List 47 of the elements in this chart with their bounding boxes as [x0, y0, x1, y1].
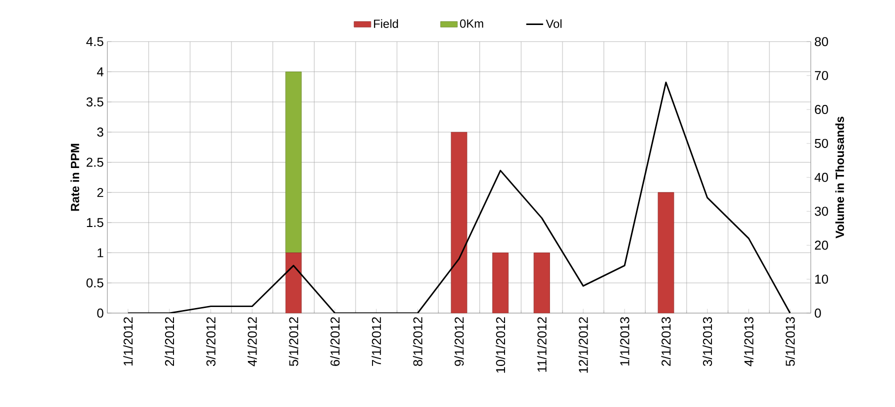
x-tick-label: 10/1/2012 — [496, 317, 506, 373]
x-tick-label: 1/1/2012 — [123, 317, 133, 366]
x-tick-label: 7/1/2012 — [372, 317, 381, 366]
y-axis-title: Rate in PPM — [70, 144, 80, 211]
legend-label: Field — [374, 19, 398, 28]
y-tick-label: 2.5 — [86, 158, 104, 167]
y2-tick-label: 0 — [814, 308, 821, 318]
x-tick-label: 4/1/2012 — [247, 317, 257, 366]
bar — [450, 132, 468, 313]
y-tick-label: 4.5 — [86, 37, 104, 46]
y-tick-label: 0.5 — [86, 278, 104, 288]
y-tick-label: 2 — [97, 188, 104, 197]
y-tick-label: 1 — [98, 248, 104, 258]
x-tick-label: 2/1/2012 — [164, 317, 174, 366]
y2-tick-label: 80 — [814, 36, 828, 46]
y-tick-label: 3 — [97, 127, 104, 137]
x-tick-label: 9/1/2012 — [454, 317, 464, 366]
y2-tick-label: 60 — [814, 104, 828, 114]
x-tick-label: 5/1/2013 — [785, 317, 795, 366]
y-tick-label: 3.5 — [86, 97, 104, 106]
x-tick-label: 5/1/2012 — [288, 317, 298, 366]
bar — [492, 252, 509, 313]
legend-label: Vol — [546, 19, 562, 28]
bar — [658, 192, 674, 313]
x-tick-label: 6/1/2012 — [330, 317, 340, 366]
y2-tick-label: 10 — [815, 274, 828, 284]
x-tick-label: 1/1/2013 — [620, 317, 630, 366]
y-tick-label: 0 — [97, 308, 104, 318]
y2-tick-label: 50 — [814, 138, 828, 148]
x-tick-label: 3/1/2012 — [206, 317, 216, 366]
x-tick-label: 2/1/2013 — [661, 317, 671, 366]
legend-label: 0Km — [460, 19, 484, 28]
y-tick-label: 4 — [96, 67, 104, 76]
y2-tick-label: 20 — [814, 240, 828, 250]
y-tick-label: 1.5 — [86, 218, 104, 227]
y2-tick-label: 40 — [814, 172, 828, 182]
x-tick-label: 8/1/2012 — [412, 317, 422, 366]
y2-tick-label: 30 — [814, 206, 828, 216]
x-tick-label: 12/1/2012 — [578, 317, 588, 373]
bar — [285, 252, 302, 313]
x-tick-label: 11/1/2012 — [537, 317, 547, 372]
bar — [534, 252, 550, 313]
y2-tick-label: 70 — [814, 70, 828, 80]
x-tick-label: 4/1/2013 — [744, 317, 754, 366]
bar — [285, 71, 302, 253]
x-tick-label: 3/1/2013 — [702, 317, 712, 366]
y2-axis-title: Volume in Thousands — [835, 116, 844, 238]
